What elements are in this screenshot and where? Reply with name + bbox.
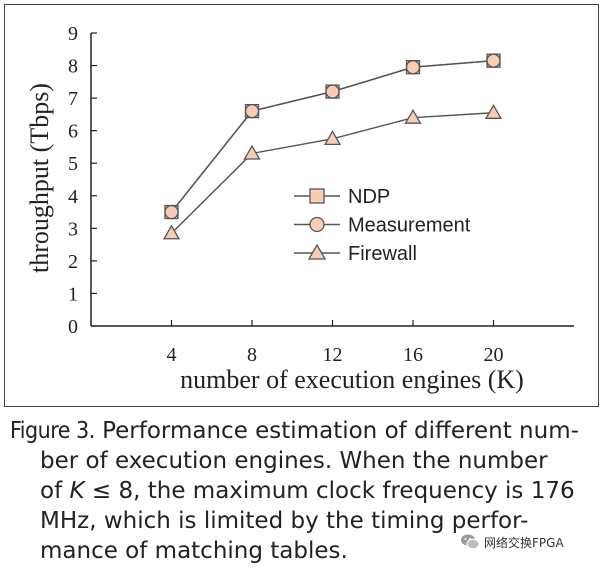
legend-marker-ndp	[309, 188, 325, 204]
y-tick-label-7: 7	[68, 88, 78, 110]
y-tick-label-0: 0	[68, 316, 78, 338]
legend-marker-measurement	[309, 216, 325, 233]
legend-label-measurement: Measurement	[348, 215, 471, 237]
y-tick-label-6: 6	[68, 121, 78, 143]
y-tick-label-2: 2	[68, 251, 78, 273]
x-tick-label-4: 4	[167, 344, 177, 366]
y-tick-label-1: 1	[68, 283, 78, 305]
watermark-text: 网络交换FPGA	[484, 535, 564, 550]
caption-line-2: ber of execution engines. When the numbe…	[40, 448, 548, 474]
point-measurement-12	[325, 84, 340, 99]
y-tick-label-9: 9	[68, 23, 78, 45]
x-tick-label-12: 12	[323, 344, 343, 366]
caption-line-3-post: ≤ 8, the maximum clock frequency is 176	[84, 478, 575, 504]
point-firewall-20	[484, 104, 503, 119]
point-measurement-16	[405, 60, 421, 75]
x-tick-label-20: 20	[484, 344, 504, 366]
y-tick-label-4: 4	[68, 186, 78, 208]
point-firewall-8	[243, 144, 261, 160]
point-firewall-4	[162, 224, 181, 240]
legend-label-firewall: Firewall	[348, 243, 417, 265]
caption-line-3-k: K	[69, 478, 85, 504]
legend-marker-firewall	[307, 243, 327, 260]
x-axis-title: number of execution engines (K)	[180, 365, 524, 394]
caption-line-5: mance of matching tables.	[40, 538, 348, 564]
wechat-icon	[461, 534, 480, 550]
caption-line-4: MHz, which is limited by the timing perf…	[40, 508, 529, 534]
caption-line-1: Performance estimation of different num-	[102, 418, 579, 444]
x-tick-label-8: 8	[247, 344, 257, 366]
y-tick-label-5: 5	[68, 153, 78, 175]
x-tick-label-16: 16	[403, 344, 423, 366]
y-tick-label-8: 8	[68, 56, 78, 78]
y-tick-label-3: 3	[68, 218, 78, 240]
caption-label: Figure 3.	[10, 418, 95, 444]
point-measurement-20	[486, 53, 501, 68]
legend-label-ndp: NDP	[348, 186, 390, 208]
figure-caption: Figure 3. Performance estimation of diff…	[10, 416, 600, 566]
caption-line-3-pre: of	[40, 478, 70, 504]
point-firewall-12	[323, 130, 342, 146]
figure-frame	[4, 4, 599, 407]
watermark: 网络交换FPGA	[456, 531, 568, 553]
point-measurement-8	[244, 103, 260, 119]
point-firewall-16	[404, 108, 422, 124]
point-measurement-4	[164, 204, 179, 220]
y-axis-title: throughput (Tbps)	[25, 83, 54, 273]
